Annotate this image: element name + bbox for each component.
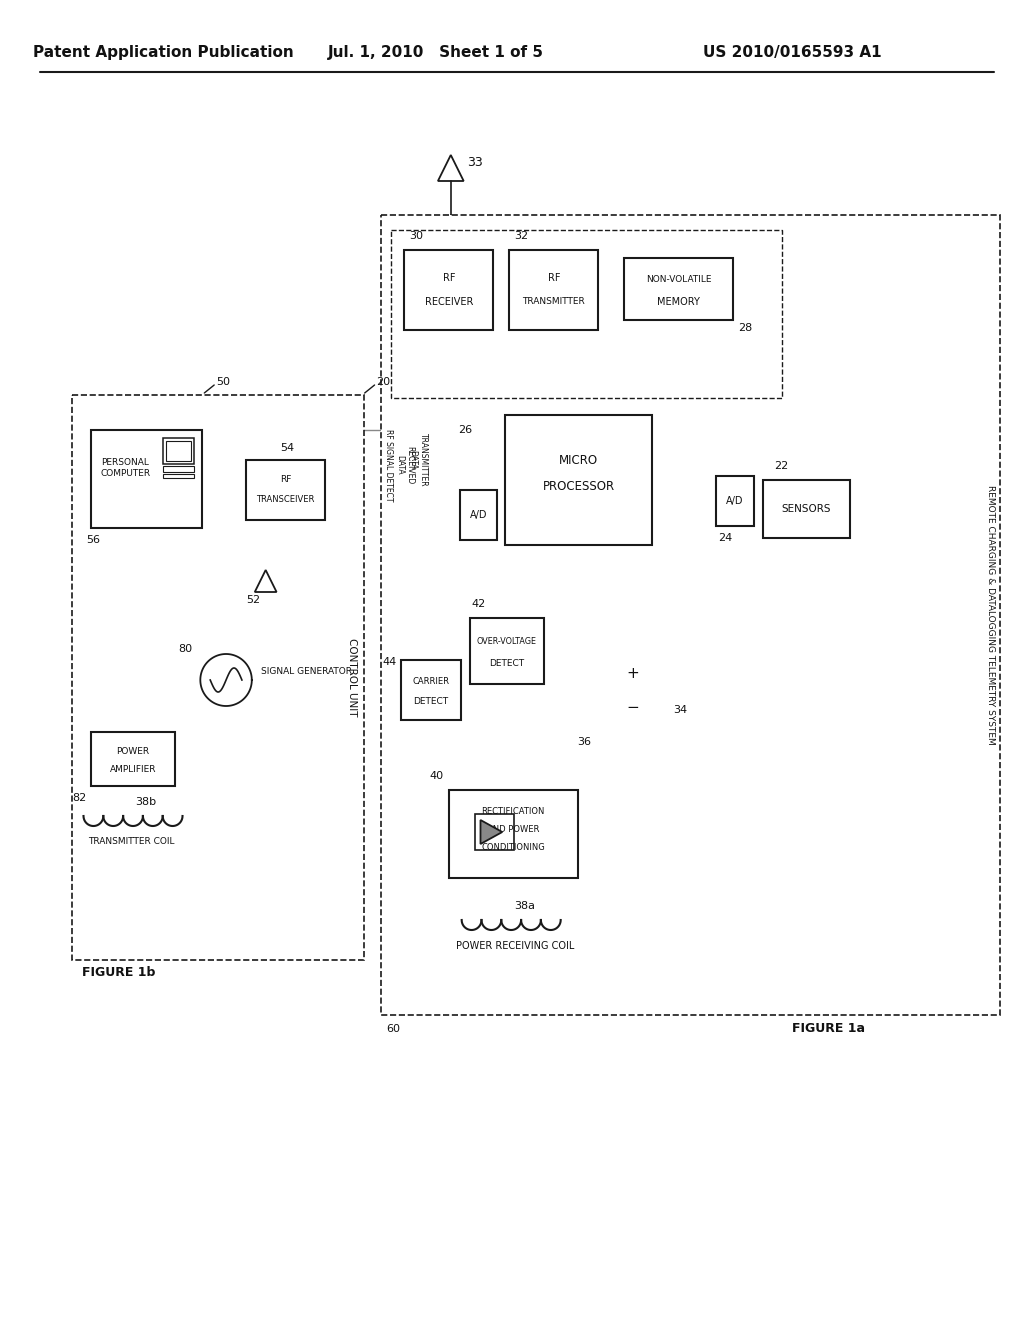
Text: 54: 54 bbox=[281, 444, 295, 453]
Text: −: − bbox=[626, 701, 639, 715]
Text: US 2010/0165593 A1: US 2010/0165593 A1 bbox=[703, 45, 882, 59]
Text: 22: 22 bbox=[774, 461, 788, 471]
Text: 42: 42 bbox=[472, 599, 485, 609]
Bar bbox=[763, 480, 850, 539]
Text: FIGURE 1b: FIGURE 1b bbox=[82, 965, 155, 978]
Text: RECEIVED
DATA
RF SIGNAL DETECT: RECEIVED DATA RF SIGNAL DETECT bbox=[384, 429, 415, 502]
Bar bbox=[72, 395, 364, 960]
Text: A/D: A/D bbox=[470, 510, 487, 520]
Text: CARRIER: CARRIER bbox=[413, 677, 450, 686]
Text: OVER-VOLTAGE: OVER-VOLTAGE bbox=[476, 638, 537, 647]
Bar bbox=[91, 733, 174, 785]
Text: +: + bbox=[626, 667, 639, 681]
Text: Jul. 1, 2010   Sheet 1 of 5: Jul. 1, 2010 Sheet 1 of 5 bbox=[328, 45, 544, 59]
Text: 34: 34 bbox=[674, 705, 688, 715]
Text: RECTIFICATION: RECTIFICATION bbox=[481, 808, 545, 817]
Text: 60: 60 bbox=[386, 1024, 400, 1034]
Text: FIGURE 1a: FIGURE 1a bbox=[793, 1023, 865, 1035]
Text: NON-VOLATILE: NON-VOLATILE bbox=[646, 276, 712, 285]
Text: TRANSCEIVER: TRANSCEIVER bbox=[256, 495, 314, 504]
Text: 40: 40 bbox=[430, 771, 443, 781]
Text: TRANSMITTER
DATA: TRANSMITTER DATA bbox=[409, 433, 428, 487]
Text: MICRO: MICRO bbox=[559, 454, 598, 466]
Text: 52: 52 bbox=[247, 595, 261, 605]
Text: RECEIVER: RECEIVER bbox=[425, 297, 473, 308]
Text: RF: RF bbox=[280, 475, 291, 484]
Text: PROCESSOR: PROCESSOR bbox=[543, 480, 614, 494]
Text: CONTROL UNIT: CONTROL UNIT bbox=[347, 638, 356, 717]
Text: MEMORY: MEMORY bbox=[657, 297, 700, 308]
Text: TRANSMITTER: TRANSMITTER bbox=[522, 297, 585, 306]
Bar bbox=[382, 215, 1000, 1015]
Text: 20: 20 bbox=[377, 378, 391, 387]
Text: A/D: A/D bbox=[726, 496, 743, 506]
Text: 82: 82 bbox=[73, 793, 86, 803]
Text: 36: 36 bbox=[578, 737, 592, 747]
Text: RF: RF bbox=[548, 273, 560, 282]
Bar bbox=[404, 249, 494, 330]
Text: DETECT: DETECT bbox=[488, 660, 524, 668]
Text: PERSONAL
COMPUTER: PERSONAL COMPUTER bbox=[100, 458, 151, 478]
Bar bbox=[163, 466, 195, 473]
Text: AND POWER: AND POWER bbox=[487, 825, 540, 834]
Text: 44: 44 bbox=[382, 657, 396, 667]
Text: 32: 32 bbox=[514, 231, 528, 242]
Bar bbox=[505, 414, 651, 545]
Text: TRANSMITTER COIL: TRANSMITTER COIL bbox=[88, 837, 174, 846]
Text: 80: 80 bbox=[178, 644, 193, 653]
Text: AMPLIFIER: AMPLIFIER bbox=[110, 766, 157, 775]
Text: 38b: 38b bbox=[135, 797, 157, 807]
Bar bbox=[624, 257, 733, 319]
Text: SIGNAL GENERATOR: SIGNAL GENERATOR bbox=[261, 668, 351, 676]
Text: 30: 30 bbox=[410, 231, 423, 242]
Bar bbox=[163, 474, 195, 478]
Text: DETECT: DETECT bbox=[414, 697, 449, 706]
Bar bbox=[716, 477, 754, 525]
Text: POWER RECEIVING COIL: POWER RECEIVING COIL bbox=[456, 941, 574, 950]
Text: REMOTE CHARGING & DATALOGGING TELEMETRY SYSTEM: REMOTE CHARGING & DATALOGGING TELEMETRY … bbox=[986, 486, 995, 744]
Text: POWER: POWER bbox=[117, 747, 150, 756]
Text: RF: RF bbox=[442, 273, 455, 282]
Text: 33: 33 bbox=[467, 157, 482, 169]
Text: 24: 24 bbox=[718, 533, 732, 543]
Text: CONDITIONING: CONDITIONING bbox=[481, 843, 545, 853]
Text: 28: 28 bbox=[738, 323, 753, 333]
Bar bbox=[166, 441, 191, 461]
Text: 56: 56 bbox=[86, 535, 100, 545]
Text: 38a: 38a bbox=[514, 902, 536, 911]
Text: 50: 50 bbox=[216, 378, 230, 387]
Bar bbox=[449, 789, 578, 878]
Bar bbox=[470, 618, 544, 684]
Bar bbox=[401, 660, 461, 719]
Bar bbox=[460, 490, 498, 540]
Bar bbox=[509, 249, 598, 330]
Bar bbox=[91, 430, 203, 528]
Bar bbox=[163, 438, 195, 465]
Text: SENSORS: SENSORS bbox=[781, 504, 830, 513]
Bar bbox=[391, 230, 782, 399]
Text: 26: 26 bbox=[458, 425, 472, 436]
Bar bbox=[474, 814, 514, 850]
Bar bbox=[246, 459, 325, 520]
Polygon shape bbox=[480, 820, 503, 843]
Text: Patent Application Publication: Patent Application Publication bbox=[34, 45, 294, 59]
